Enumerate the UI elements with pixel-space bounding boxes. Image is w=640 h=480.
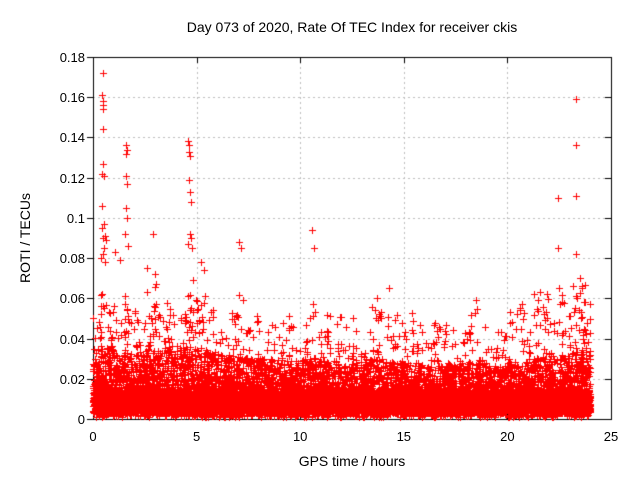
y-tick-label: 0.14 <box>59 130 85 146</box>
x-tick-label: 15 <box>396 429 412 444</box>
y-tick-label: 0.12 <box>59 170 85 186</box>
x-axis-label: GPS time / hours <box>298 453 406 469</box>
x-tick-label: 10 <box>292 429 308 444</box>
x-tick-label: 25 <box>603 429 619 444</box>
y-tick-label: 0.02 <box>59 371 85 387</box>
y-tick-label: 0.18 <box>59 50 85 65</box>
x-tick-label: 20 <box>500 429 515 444</box>
y-tick-label: 0.16 <box>59 90 85 106</box>
y-tick-label: 0.04 <box>59 331 85 347</box>
x-tick-label: 0 <box>89 429 97 444</box>
y-axis-label: ROTI / TECUs <box>17 193 33 283</box>
x-tick-label: 5 <box>192 429 201 444</box>
chart-title: Day 073 of 2020, Rate Of TEC Index for r… <box>186 19 518 35</box>
y-tick-label: 0.08 <box>59 251 85 267</box>
y-tick-label: 0 <box>77 412 85 427</box>
y-tick-label: 0.06 <box>59 291 85 307</box>
y-tick-label: 0.1 <box>66 210 85 226</box>
